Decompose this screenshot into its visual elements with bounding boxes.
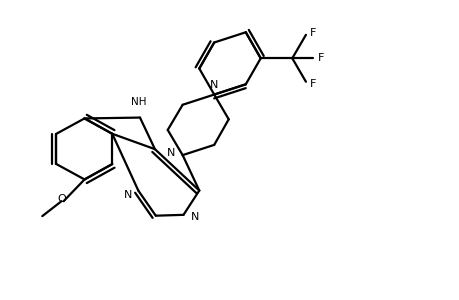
Text: NH: NH — [131, 97, 146, 107]
Text: N: N — [123, 190, 132, 200]
Text: N: N — [166, 148, 174, 158]
Text: O: O — [57, 194, 66, 204]
Text: N: N — [191, 212, 199, 222]
Text: F: F — [318, 53, 324, 63]
Text: F: F — [309, 28, 316, 38]
Text: F: F — [309, 79, 316, 89]
Text: N: N — [210, 80, 218, 90]
